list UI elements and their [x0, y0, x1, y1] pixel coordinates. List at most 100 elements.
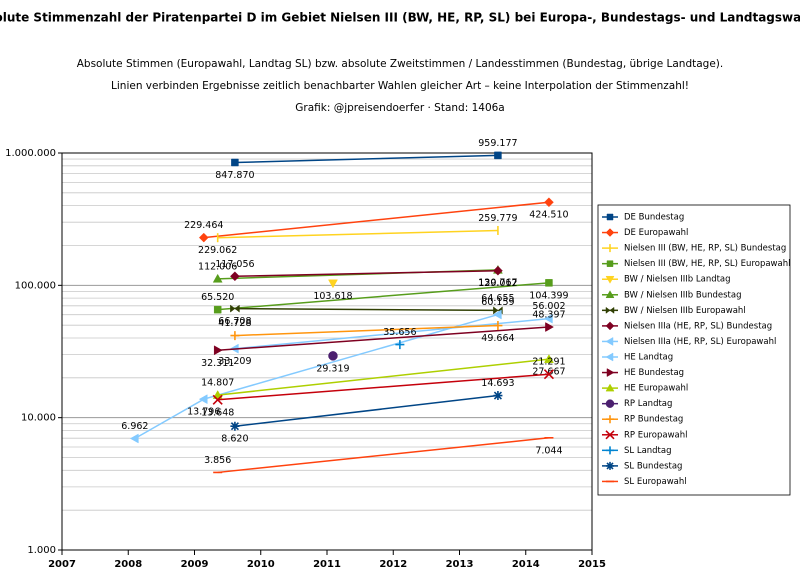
legend-marker — [605, 275, 615, 284]
value-label: 27.667 — [532, 367, 565, 378]
legend-marker — [605, 306, 615, 314]
legend-marker — [606, 368, 615, 377]
x-tick-label: 2013 — [446, 559, 474, 570]
legend-label: HE Landtag — [624, 353, 673, 363]
value-label: 6.962 — [121, 421, 148, 432]
data-point — [231, 158, 239, 167]
x-tick-label: 2007 — [48, 559, 76, 570]
legend-label: BW / Nielsen IIIb Europawahl — [624, 306, 746, 316]
legend-label: DE Bundestag — [624, 213, 684, 223]
data-point — [212, 273, 223, 283]
x-tick-label: 2014 — [512, 559, 540, 570]
series-line — [217, 229, 498, 239]
data-point — [543, 313, 553, 324]
value-label: 60.159 — [481, 297, 514, 308]
legend-label: RP Europawahl — [624, 430, 688, 440]
value-label: 8.620 — [221, 434, 248, 445]
x-tick-label: 2011 — [313, 559, 341, 570]
value-label: 13.648 — [201, 407, 234, 418]
legend-label: HE Bundestag — [624, 368, 684, 378]
data-point — [230, 331, 240, 341]
legend-marker — [605, 290, 615, 299]
data-point — [328, 351, 338, 361]
data-point — [493, 391, 503, 401]
x-tick-label: 2009 — [181, 559, 209, 570]
value-label: 49.664 — [481, 333, 514, 344]
legend-marker — [605, 383, 615, 392]
data-point — [198, 232, 209, 243]
data-point — [545, 279, 553, 287]
data-point — [395, 340, 405, 350]
legend-marker — [605, 321, 615, 331]
value-label: 229.062 — [198, 245, 237, 256]
series-line — [203, 201, 550, 239]
chart-title: Absolute Stimmenzahl der Piratenpartei D… — [0, 11, 800, 25]
value-label: 33.209 — [218, 356, 251, 367]
value-label: 32.311 — [201, 358, 234, 369]
x-tick-label: 2015 — [578, 559, 606, 570]
value-label: 29.319 — [316, 363, 349, 374]
legend-label: SL Europawahl — [624, 477, 687, 487]
series-line — [234, 154, 498, 164]
data-point — [230, 271, 240, 282]
subtitle: Absolute Stimmen (Europawahl, Landtag SL… — [77, 58, 724, 70]
series-line — [217, 373, 549, 401]
series-line — [217, 358, 550, 396]
value-label: 117.056 — [215, 259, 254, 270]
legend-label: HE Europawahl — [624, 384, 688, 394]
legend-marker — [605, 228, 615, 237]
value-label: 56.002 — [532, 301, 565, 312]
value-label: 259.779 — [478, 213, 517, 224]
legend-label: Nielsen III (BW, HE, RP, SL) Bundestag — [624, 244, 786, 254]
legend-marker — [605, 430, 615, 440]
legend-marker — [606, 415, 614, 424]
series-line — [217, 437, 550, 474]
x-tick-label: 2010 — [247, 559, 275, 570]
value-label: 14.693 — [481, 378, 514, 389]
legend-label: Nielsen IIIa (HE, RP, SL) Europawahl — [624, 337, 776, 347]
data-point — [213, 345, 223, 356]
y-tick-label: 10.000 — [21, 413, 56, 424]
data-point — [493, 265, 503, 276]
series-line — [234, 317, 550, 350]
series-line — [217, 326, 549, 352]
value-label: 103.618 — [313, 291, 352, 302]
legend-label: BW / Nielsen IIIb Landtag — [624, 275, 731, 285]
data-point — [545, 322, 554, 332]
value-label: 35.656 — [383, 327, 416, 338]
data-point — [494, 151, 502, 160]
value-label: 130.767 — [478, 277, 517, 288]
legend-marker — [606, 260, 614, 267]
legend-frame — [597, 204, 791, 496]
value-label: 41.728 — [218, 318, 251, 329]
series-line — [217, 282, 549, 311]
value-label: 424.510 — [529, 210, 568, 221]
series-line — [234, 269, 498, 278]
value-label: 112.006 — [198, 261, 237, 272]
legend-marker — [606, 446, 614, 455]
legend-label: RP Bundestag — [624, 415, 683, 425]
x-tick-label: 2008 — [114, 559, 142, 570]
series-line — [234, 307, 498, 312]
legend-marker — [606, 461, 614, 470]
value-label: 66.708 — [218, 316, 251, 327]
value-label: 104.399 — [529, 290, 568, 301]
data-point — [544, 354, 554, 363]
data-point — [493, 321, 503, 331]
value-label: 7.044 — [535, 445, 562, 456]
legend-label: SL Bundestag — [624, 461, 682, 471]
legend-label: Nielsen IIIa (HE, RP, SL) Bundestag — [624, 321, 772, 331]
value-label: 959.177 — [478, 138, 517, 149]
legend-label: DE Europawahl — [624, 228, 688, 238]
legend-marker — [606, 213, 614, 221]
value-label: 65.520 — [201, 292, 234, 303]
y-tick-label: 1.000 — [27, 545, 56, 556]
legend-label: Nielsen III (BW, HE, RP, SL) Europawahl — [624, 259, 790, 269]
data-point — [230, 304, 240, 313]
value-label: 129.012 — [478, 278, 517, 289]
series-line — [234, 324, 498, 337]
data-point — [213, 305, 222, 314]
value-label: 847.870 — [215, 170, 254, 181]
data-point — [129, 433, 139, 444]
